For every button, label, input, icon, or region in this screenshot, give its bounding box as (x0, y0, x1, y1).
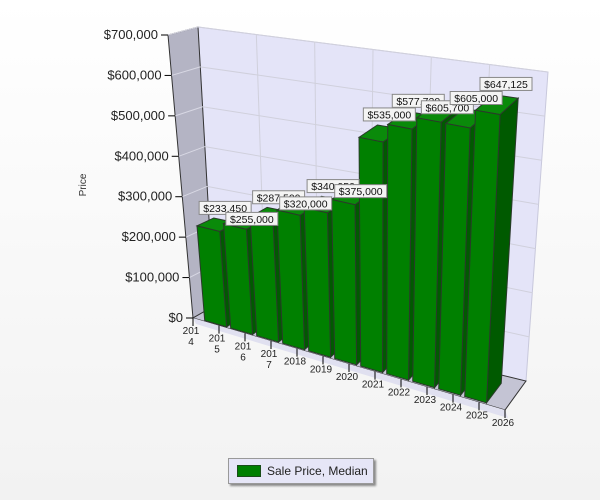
gridline-wall (171, 66, 201, 76)
x-tick-label: 201 (183, 326, 200, 337)
x-tick-label: 2019 (310, 364, 333, 375)
bar (358, 136, 384, 374)
x-tick-label: 5 (214, 345, 220, 356)
x-tick-label: 6 (240, 352, 246, 363)
y-tick-label: $600,000 (107, 67, 161, 82)
data-label: $605,700 (425, 102, 469, 114)
x-tick-label: 2020 (336, 372, 359, 383)
bar (464, 109, 501, 404)
x-tick-label: 201 (209, 334, 226, 345)
data-label-box (198, 200, 252, 215)
y-tick-label: $500,000 (111, 108, 165, 123)
x-tick-label: 2024 (440, 403, 463, 414)
bar (276, 209, 306, 351)
x-tick-label: 2018 (284, 357, 307, 368)
y-axis-title: Price (78, 173, 89, 196)
legend: Sale Price, Median (228, 458, 374, 484)
data-label-box (479, 76, 533, 91)
data-label: $255,000 (230, 214, 274, 226)
bar (438, 122, 471, 396)
gridline-wall (178, 146, 206, 157)
data-label-box (279, 196, 333, 211)
data-label: $647,125 (484, 79, 528, 91)
gridline-wall (182, 185, 208, 198)
data-label: $535,000 (367, 109, 411, 121)
bar (412, 117, 442, 389)
data-label-box (334, 184, 388, 199)
x-tick-label: 4 (188, 337, 194, 348)
data-label: $375,000 (339, 186, 383, 198)
x-tick-label: 2023 (414, 395, 437, 406)
x-tick-label: 7 (266, 360, 272, 371)
data-label-box (449, 91, 503, 106)
x-tick-label: 201 (261, 349, 278, 360)
floor-edge (193, 318, 508, 418)
bar (303, 206, 332, 358)
gridline-wall (167, 26, 199, 36)
bar (196, 225, 228, 328)
y-tick-label: $0 (169, 310, 183, 325)
y-tick-label: $200,000 (122, 229, 176, 244)
x-tick-label: 2026 (492, 418, 515, 429)
x-tick-label: 2025 (466, 410, 489, 421)
data-label: $233,450 (203, 203, 247, 215)
x-tick-label: 2022 (388, 387, 411, 398)
gridline-wall (174, 106, 203, 117)
data-label: $605,000 (454, 93, 498, 105)
y-tick-label: $300,000 (118, 189, 172, 204)
y-tick-label: $700,000 (104, 27, 158, 42)
bar (331, 198, 358, 366)
x-tick-label: 2021 (362, 380, 385, 391)
bar (223, 223, 254, 336)
y-tick-label: $100,000 (125, 270, 179, 285)
data-label: $320,000 (284, 198, 328, 210)
legend-label: Sale Price, Median (267, 464, 368, 478)
data-label-box (362, 107, 416, 122)
y-tick-label: $400,000 (114, 148, 168, 163)
bar (386, 123, 413, 381)
data-label-box (225, 211, 279, 226)
x-tick-label: 201 (235, 341, 252, 352)
legend-swatch (237, 465, 261, 477)
